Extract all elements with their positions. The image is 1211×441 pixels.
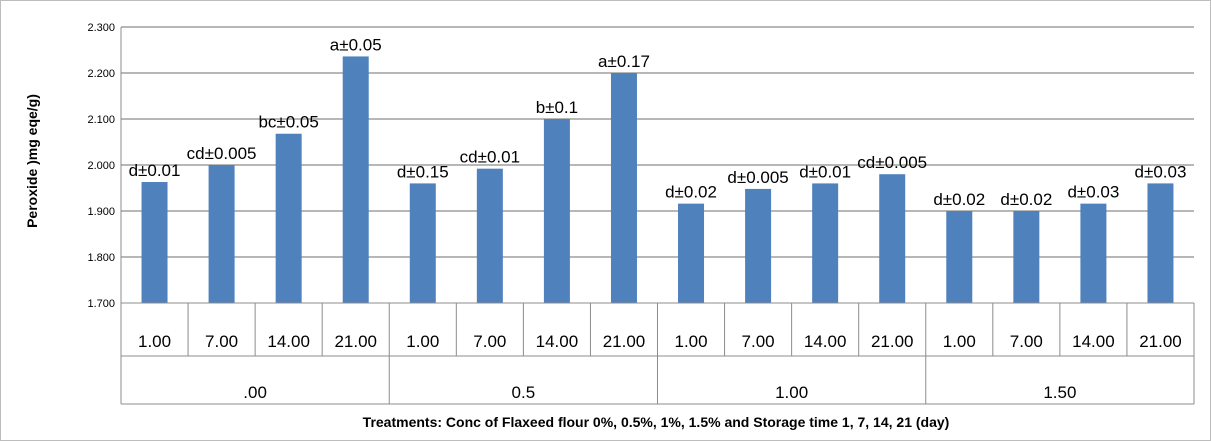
x-category-label: 1.00 bbox=[674, 332, 707, 351]
x-category-label: 21.00 bbox=[603, 332, 646, 351]
data-label: d±0.005 bbox=[727, 168, 788, 187]
data-label: a±0.17 bbox=[598, 52, 650, 71]
y-tick-label: 1.700 bbox=[87, 298, 115, 310]
x-group-label: 0.5 bbox=[512, 383, 536, 402]
x-category-label: 7.00 bbox=[205, 332, 238, 351]
bar bbox=[812, 183, 839, 303]
bar bbox=[879, 174, 906, 303]
bar bbox=[678, 203, 705, 303]
bar bbox=[1013, 211, 1040, 303]
x-category-label: 21.00 bbox=[1139, 332, 1182, 351]
bar bbox=[476, 168, 503, 303]
data-label: d±0.02 bbox=[933, 190, 985, 209]
x-category-label: 21.00 bbox=[334, 332, 377, 351]
bar bbox=[1147, 183, 1174, 303]
x-group-label: 1.00 bbox=[775, 383, 808, 402]
bar bbox=[342, 56, 369, 303]
y-tick-label: 2.100 bbox=[87, 114, 115, 126]
data-label: d±0.01 bbox=[799, 162, 851, 181]
bar bbox=[610, 73, 637, 303]
x-category-label: 14.00 bbox=[267, 332, 310, 351]
x-category-label: 14.00 bbox=[536, 332, 579, 351]
x-category-label: 7.00 bbox=[742, 332, 775, 351]
x-category-label: 14.00 bbox=[1072, 332, 1115, 351]
y-tick-label: 2.000 bbox=[87, 160, 115, 172]
x-category-label: 14.00 bbox=[804, 332, 847, 351]
data-label: d±0.03 bbox=[1135, 162, 1187, 181]
x-category-label: 1.00 bbox=[138, 332, 171, 351]
bar bbox=[141, 182, 168, 303]
x-group-label: 1.50 bbox=[1043, 383, 1076, 402]
data-labels: d±0.01cd±0.005bc±0.05a±0.05d±0.15cd±0.01… bbox=[129, 35, 1187, 209]
data-label: a±0.05 bbox=[330, 35, 382, 54]
bar bbox=[946, 211, 973, 303]
y-tick-label: 1.800 bbox=[87, 252, 115, 264]
data-label: d±0.02 bbox=[1000, 190, 1052, 209]
bar bbox=[208, 165, 235, 303]
data-label: cd±0.005 bbox=[857, 153, 927, 172]
data-label: cd±0.01 bbox=[460, 148, 520, 167]
data-label: d±0.01 bbox=[129, 161, 181, 180]
bar bbox=[543, 119, 570, 303]
x-axis-title: Treatments: Conc of Flaxeed flour 0%, 0.… bbox=[363, 414, 950, 430]
axes: 1.700 1.800 1.900 2.000 2.100 2.200 2.300 1.00 7… bbox=[87, 22, 1195, 405]
data-label: cd±0.005 bbox=[187, 144, 257, 163]
data-label: d±0.02 bbox=[665, 183, 717, 202]
bar bbox=[1080, 203, 1107, 303]
y-tick-label: 1.900 bbox=[87, 206, 115, 218]
data-label: b±0.1 bbox=[536, 98, 578, 117]
x-category-label: 21.00 bbox=[871, 332, 914, 351]
y-axis-title: Peroxide )mg eqe/g) bbox=[24, 94, 40, 228]
data-label: d±0.15 bbox=[397, 162, 449, 181]
x-category-label: 1.00 bbox=[406, 332, 439, 351]
bar bbox=[275, 133, 302, 303]
x-group-label: .00 bbox=[243, 383, 267, 402]
data-label: d±0.03 bbox=[1067, 183, 1119, 202]
bar bbox=[745, 188, 772, 303]
data-label: bc±0.05 bbox=[258, 113, 318, 132]
x-category-label: 7.00 bbox=[1010, 332, 1043, 351]
y-tick-label: 2.200 bbox=[87, 68, 115, 80]
x-category-label: 1.00 bbox=[943, 332, 976, 351]
bars bbox=[141, 56, 1174, 303]
y-tick-label: 2.300 bbox=[87, 22, 115, 34]
bar bbox=[409, 183, 436, 303]
x-category-label: 7.00 bbox=[473, 332, 506, 351]
